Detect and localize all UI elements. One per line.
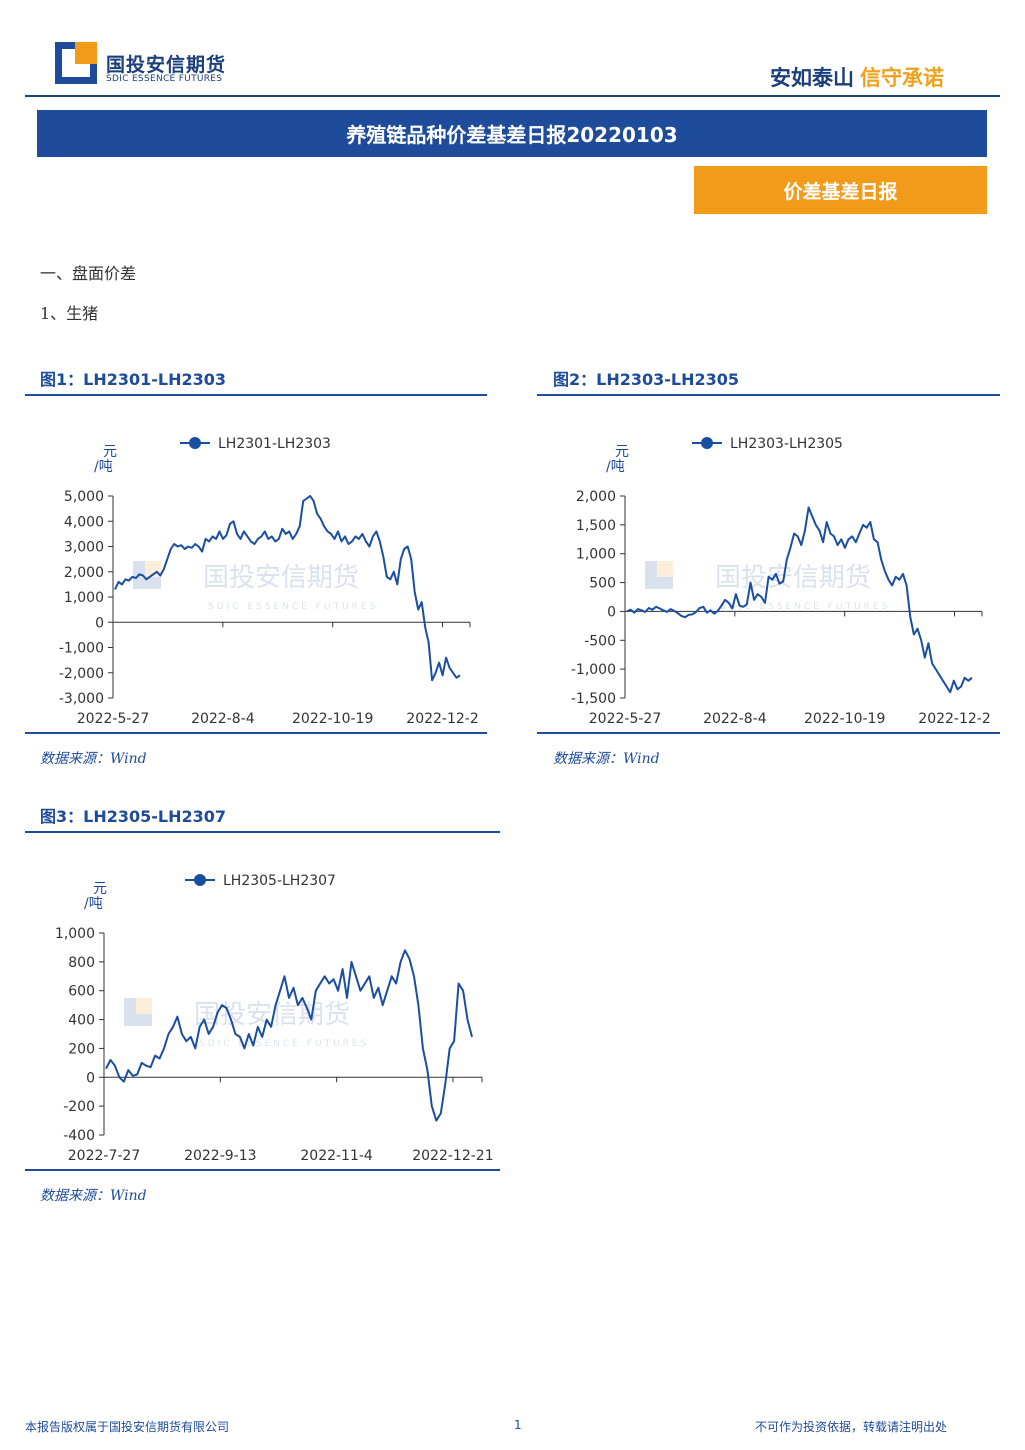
- watermark-logo-accent: [136, 998, 152, 1014]
- subsection-heading: 1、生猪: [40, 304, 99, 323]
- watermark: 国投安信期货 SDIC ESSENCE FUTURES: [645, 561, 890, 612]
- y-tick-label: -1,000: [59, 641, 104, 657]
- x-tick-label: 2022-8-4: [191, 711, 255, 727]
- watermark-text: 国投安信期货: [715, 563, 871, 593]
- watermark-text-en: SDIC ESSENCE FUTURES: [208, 602, 378, 612]
- report-title: 养殖链品种价差基差日报20220103: [37, 110, 987, 157]
- unit-label: /吨: [84, 896, 103, 912]
- company-name-cn: 国投安信期货: [106, 54, 227, 76]
- figure-1-bottom-rule: [25, 732, 487, 734]
- y-tick-label: 1,000: [576, 547, 616, 563]
- chart-svg: 国投安信期货 SDIC ESSENCE FUTURES 元/吨 LH2303-LH23…: [571, 436, 991, 727]
- chart-svg: 国投安信期货 SDIC ESSENCE FUTURES 元/吨 LH2301-LH23…: [59, 436, 479, 727]
- company-name-en: SDIC ESSENCE FUTURES: [106, 74, 223, 84]
- x-tick-label: 2022-10-19: [292, 711, 373, 727]
- slogan: 安如泰山 信守承诺: [770, 62, 944, 92]
- y-tick-label: -1,000: [571, 662, 616, 678]
- watermark-text: 国投安信期货: [203, 563, 359, 593]
- y-tick-label: 4,000: [64, 514, 104, 530]
- footer-disclaimer: 不可作为投资依据，转载请注明出处: [755, 1420, 948, 1434]
- figure-2-title: 图2：LH2303-LH2305: [553, 370, 740, 389]
- unit-label: /吨: [606, 459, 625, 475]
- y-tick-label: 0: [86, 1070, 95, 1086]
- y-tick-label: 1,000: [64, 590, 104, 606]
- y-tick-label: 5,000: [64, 489, 104, 505]
- series-line: [105, 949, 473, 1122]
- y-tick-label: 0: [95, 615, 104, 631]
- y-tick-label: 3,000: [64, 540, 104, 556]
- slogan-part-b: 信守承诺: [860, 66, 944, 90]
- unit-label: /吨: [94, 459, 113, 475]
- company-logo-icon: [55, 42, 97, 84]
- x-tick-label: 2022-5-27: [589, 711, 661, 727]
- header-divider: [25, 95, 1000, 97]
- watermark-text-en: SDIC ESSENCE FUTURES: [720, 602, 890, 612]
- legend-label: LH2301-LH2303: [218, 436, 331, 452]
- unit-label: 元: [615, 444, 629, 460]
- y-tick-label: 2,000: [576, 489, 616, 505]
- x-tick-label: 2022-9-13: [184, 1148, 256, 1164]
- x-tick-label: 2022-12-2: [406, 711, 478, 727]
- legend-marker: [194, 874, 206, 886]
- y-tick-label: 2,000: [64, 565, 104, 581]
- figure-3-top-rule: [25, 831, 500, 833]
- series-line: [626, 506, 973, 694]
- y-tick-label: 400: [68, 1013, 95, 1029]
- watermark-text-en: SDIC ESSENCE FUTURES: [199, 1039, 369, 1049]
- x-tick-label: 2022-11-4: [300, 1148, 373, 1164]
- y-tick-label: -400: [63, 1128, 95, 1144]
- y-tick-label: 600: [68, 984, 95, 1000]
- page-number: 1: [514, 1418, 522, 1432]
- y-tick-label: 200: [68, 1041, 95, 1057]
- figure-3-source: 数据来源：Wind: [40, 1188, 147, 1204]
- legend-marker: [189, 437, 201, 449]
- y-tick-label: -2,000: [59, 666, 104, 682]
- x-tick-label: 2022-12-21: [412, 1148, 493, 1164]
- figure-2-bottom-rule: [537, 732, 1000, 734]
- y-tick-label: -500: [584, 633, 616, 649]
- unit-label: 元: [93, 881, 107, 897]
- figure-2-top-rule: [537, 394, 1000, 396]
- y-tick-label: -1,500: [571, 691, 616, 707]
- figure-3-bottom-rule: [25, 1169, 500, 1171]
- y-tick-label: -3,000: [59, 691, 104, 707]
- slogan-part-a: 安如泰山: [770, 66, 854, 90]
- section-heading: 一、盘面价差: [40, 264, 137, 283]
- x-tick-label: 2022-10-19: [804, 711, 885, 727]
- unit-label: 元: [103, 444, 117, 460]
- y-tick-label: 1,500: [576, 518, 616, 534]
- figure-1-source: 数据来源：Wind: [40, 751, 147, 767]
- footer-copyright: 本报告版权属于国投安信期货有限公司: [25, 1420, 230, 1434]
- report-tag: 价差基差日报: [694, 166, 987, 214]
- y-tick-label: 0: [607, 604, 616, 620]
- figure-2-source: 数据来源：Wind: [553, 751, 660, 767]
- legend-label: LH2303-LH2305: [730, 436, 843, 452]
- x-tick-label: 2022-7-27: [68, 1148, 140, 1164]
- x-tick-label: 2022-5-27: [77, 711, 149, 727]
- figure-3-title: 图3：LH2305-LH2307: [40, 807, 227, 826]
- x-tick-label: 2022-12-2: [918, 711, 990, 727]
- chart-lh2305-lh2307: 国投安信期货 SDIC ESSENCE FUTURES 元/吨 LH2305-LH23…: [25, 833, 500, 1169]
- chart-lh2303-lh2305: 国投安信期货 SDIC ESSENCE FUTURES 元/吨 LH2303-LH23…: [537, 396, 1000, 732]
- legend-marker: [701, 437, 713, 449]
- y-tick-label: -200: [63, 1099, 95, 1115]
- chart-lh2301-lh2303: 国投安信期货 SDIC ESSENCE FUTURES 元/吨 LH2301-LH23…: [25, 396, 487, 732]
- x-tick-label: 2022-8-4: [703, 711, 767, 727]
- legend-label: LH2305-LH2307: [223, 873, 336, 889]
- watermark-logo-accent: [657, 561, 673, 577]
- watermark-logo-icon: [645, 561, 673, 589]
- series-line: [114, 495, 461, 682]
- watermark-logo-icon: [124, 998, 152, 1026]
- y-tick-label: 800: [68, 955, 95, 971]
- figure-1-top-rule: [25, 394, 487, 396]
- watermark: 国投安信期货 SDIC ESSENCE FUTURES: [133, 561, 378, 612]
- y-tick-label: 1,000: [55, 926, 95, 942]
- figure-1-title: 图1：LH2301-LH2303: [40, 370, 227, 389]
- y-tick-label: 500: [589, 576, 616, 592]
